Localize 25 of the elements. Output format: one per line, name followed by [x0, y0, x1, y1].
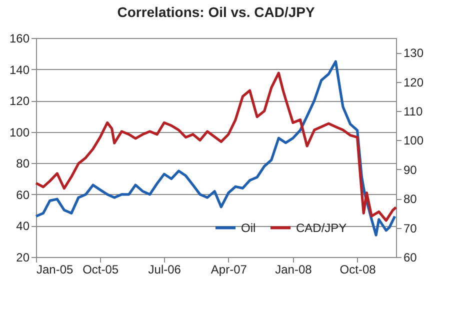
- y2-tick-label: 110: [404, 104, 423, 118]
- y-tick-label: 140: [9, 62, 30, 77]
- legend-label: Oil: [241, 220, 256, 235]
- x-tick-label: Apr-07: [210, 262, 248, 276]
- chart-title: Correlations: Oil vs. CAD/JPY: [117, 4, 316, 20]
- y2-tick-label: 120: [404, 75, 424, 90]
- y-tick-label: 60: [16, 188, 30, 202]
- y2-tick-label: 130: [404, 46, 424, 60]
- y-tick-label: 100: [9, 125, 30, 140]
- y-tick-label: 80: [16, 156, 30, 171]
- x-tick-label: Oct-05: [82, 262, 119, 276]
- y2-tick-label: 60: [404, 250, 418, 264]
- y-tick-label: 160: [9, 32, 30, 46]
- y2-tick-label: 90: [404, 162, 418, 177]
- y2-tick-label: 80: [404, 192, 418, 206]
- x-tick-label: Jan-05: [36, 262, 74, 276]
- y2-tick-label: 100: [404, 134, 424, 148]
- y2-tick-label: 70: [404, 221, 418, 236]
- legend-label: CAD/JPY: [296, 220, 347, 235]
- x-tick-label: Oct-08: [340, 262, 376, 276]
- y-tick-label: 40: [16, 219, 30, 234]
- y-tick-label: 20: [16, 250, 30, 264]
- x-tick-label: Jul-06: [148, 262, 182, 276]
- x-tick-label: Jan-08: [275, 262, 312, 276]
- y-tick-label: 120: [9, 94, 30, 108]
